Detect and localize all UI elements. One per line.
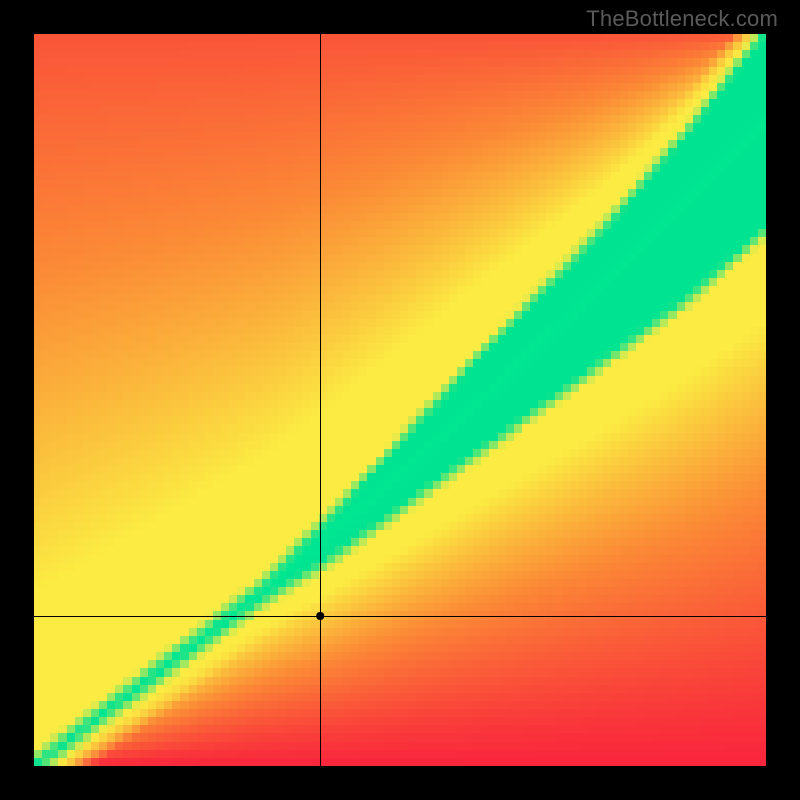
heatmap-canvas bbox=[34, 34, 766, 766]
watermark-text: TheBottleneck.com bbox=[586, 6, 778, 32]
page-root: TheBottleneck.com bbox=[0, 0, 800, 800]
bottleneck-heatmap bbox=[34, 34, 766, 766]
